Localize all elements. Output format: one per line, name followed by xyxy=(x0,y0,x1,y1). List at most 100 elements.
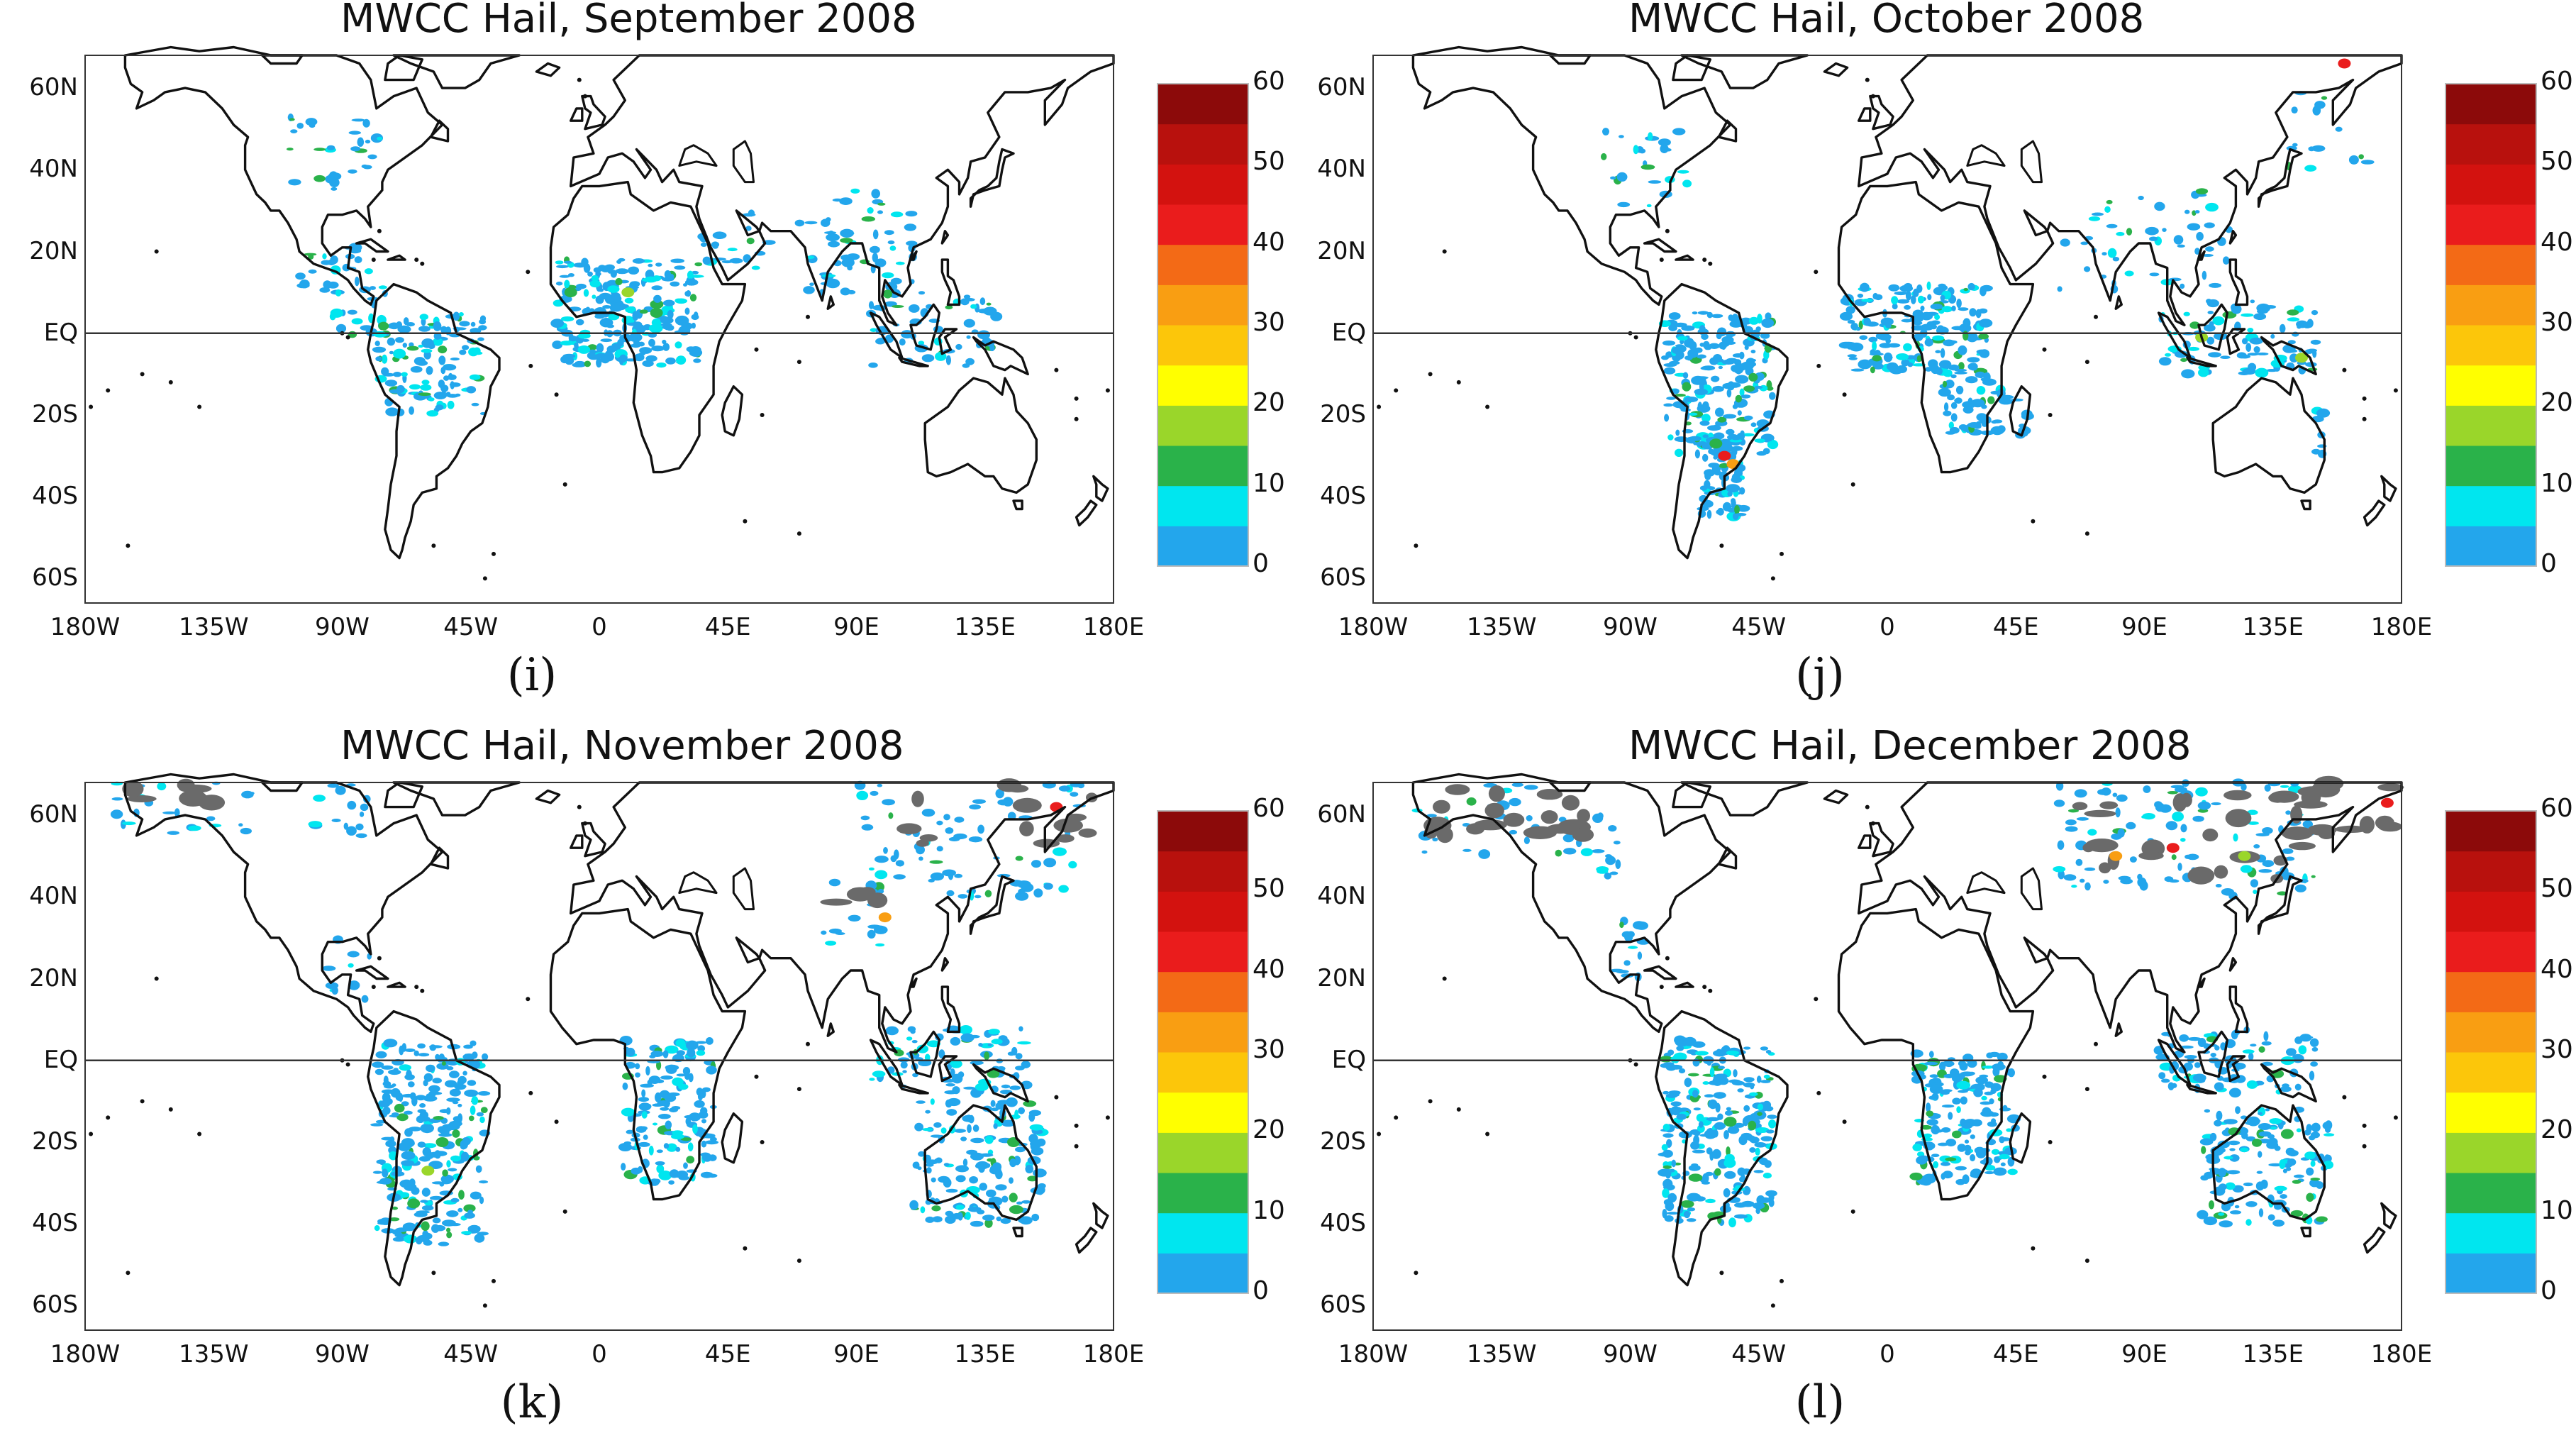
hail-cell xyxy=(1929,1084,1943,1094)
map-frame xyxy=(84,782,1114,1331)
colorbar-segment xyxy=(1157,1132,1248,1173)
hail-cell xyxy=(861,824,874,831)
hail-cell xyxy=(1613,841,1621,845)
hail-cell xyxy=(626,1047,635,1057)
hail-cell xyxy=(1923,1061,1938,1066)
hail-cell xyxy=(2219,1220,2233,1228)
hail-cell xyxy=(416,1237,423,1245)
hail-cell xyxy=(700,1107,708,1115)
hail-cell xyxy=(417,1043,426,1049)
hail-cell xyxy=(2181,369,2195,379)
map-panel-1: MWCC Hail, September 2008 (i) 60N 40N 20N EQ 2… xyxy=(0,0,1288,727)
hail-cell xyxy=(1913,288,1919,297)
snow-contaminated-region xyxy=(2281,826,2314,841)
hail-cell xyxy=(729,258,743,264)
hail-cell xyxy=(978,1043,983,1047)
hail-hotspot xyxy=(421,1166,435,1176)
hail-cell xyxy=(978,1163,985,1173)
hail-cell xyxy=(687,1048,696,1058)
hail-cell xyxy=(727,248,738,252)
hail-cell xyxy=(319,287,331,293)
coastline-iceland xyxy=(1823,789,1849,804)
hail-cell xyxy=(397,325,411,333)
hail-cell xyxy=(1663,403,1674,407)
coastline-madagascar xyxy=(721,385,744,437)
hail-cell xyxy=(347,309,357,315)
hail-cell xyxy=(2311,145,2326,152)
hail-cell xyxy=(868,301,875,309)
hail-cell xyxy=(689,348,703,357)
coastline-north-america xyxy=(123,773,444,1034)
hail-cell xyxy=(840,287,850,296)
hail-cell xyxy=(615,268,629,275)
hail-cell xyxy=(2262,827,2273,834)
hail-cell xyxy=(460,1139,468,1149)
hail-cell xyxy=(632,311,639,321)
hail-cell xyxy=(1892,303,1898,310)
hail-cell xyxy=(477,1232,489,1236)
hail-cell xyxy=(1754,385,1763,389)
colorbar-tick-label: 10 xyxy=(2541,468,2573,498)
hail-cell xyxy=(1742,1117,1749,1127)
hail-cell xyxy=(469,374,481,380)
colorbar-tick-label: 10 xyxy=(1253,1195,1285,1225)
coastline-tasmania xyxy=(1012,1227,1023,1238)
hail-cell xyxy=(1958,424,1967,431)
hail-cell xyxy=(1999,398,2013,405)
hail-cell xyxy=(975,1083,989,1091)
hail-cell xyxy=(604,264,615,270)
hail-cell xyxy=(631,1167,641,1175)
hail-cell xyxy=(1681,325,1695,331)
hail-cell xyxy=(1662,1188,1670,1198)
hail-cell xyxy=(1859,335,1868,341)
hail-cell xyxy=(1699,485,1708,491)
small-island xyxy=(806,1041,810,1046)
hail-cell xyxy=(925,1216,935,1223)
hail-cell xyxy=(1676,1113,1687,1120)
hail-cell xyxy=(1765,1129,1775,1134)
colorbar-segment xyxy=(1157,1212,1248,1254)
hail-cell xyxy=(979,297,986,306)
panel-label: (j) xyxy=(1795,649,1845,702)
hail-cell xyxy=(1665,148,1672,152)
snow-contaminated-region xyxy=(2180,792,2192,807)
hail-cell xyxy=(2267,1137,2278,1146)
hail-cell xyxy=(1709,343,1720,349)
hail-cell xyxy=(1749,1147,1756,1153)
hail-cell xyxy=(2197,1210,2209,1219)
colorbar-frame xyxy=(1157,810,1249,1294)
coastline-great-britain xyxy=(581,821,606,858)
colorbar-segment xyxy=(2445,851,2536,892)
coastlines xyxy=(1377,45,2403,581)
hail-cell xyxy=(2335,126,2343,132)
snow-contaminated-region xyxy=(1006,785,1029,793)
hail-cell xyxy=(428,1085,440,1092)
hail-cell xyxy=(1868,336,1878,343)
hail-cell xyxy=(1959,1061,1968,1071)
small-island xyxy=(106,1115,111,1120)
small-island xyxy=(1074,396,1079,401)
hail-cell xyxy=(1964,1139,1970,1144)
hail-hotspot xyxy=(2338,58,2351,69)
hail-cell xyxy=(982,1215,995,1221)
hail-cell xyxy=(1705,1171,1714,1176)
snow-contaminated-region xyxy=(2377,783,2404,792)
hail-cell xyxy=(2203,1216,2218,1226)
coastline-greenland xyxy=(392,781,521,817)
snow-contaminated-region xyxy=(1055,834,1075,843)
small-island xyxy=(197,1132,202,1136)
hail-cell xyxy=(2116,794,2128,802)
hail-cell xyxy=(1038,1183,1046,1189)
hail-cell xyxy=(2256,1171,2263,1174)
hail-cell xyxy=(650,299,664,309)
hail-cell xyxy=(2314,101,2326,109)
hail-cell xyxy=(2258,1131,2272,1137)
hail-cell xyxy=(1965,376,1978,384)
hail-cell xyxy=(2311,875,2316,878)
hail-cell xyxy=(1668,324,1677,331)
hail-cell xyxy=(1667,1049,1675,1056)
hail-cell xyxy=(672,1130,684,1136)
hail-cell xyxy=(421,1221,430,1232)
hail-cell xyxy=(438,1133,453,1137)
hail-cell xyxy=(804,221,818,225)
